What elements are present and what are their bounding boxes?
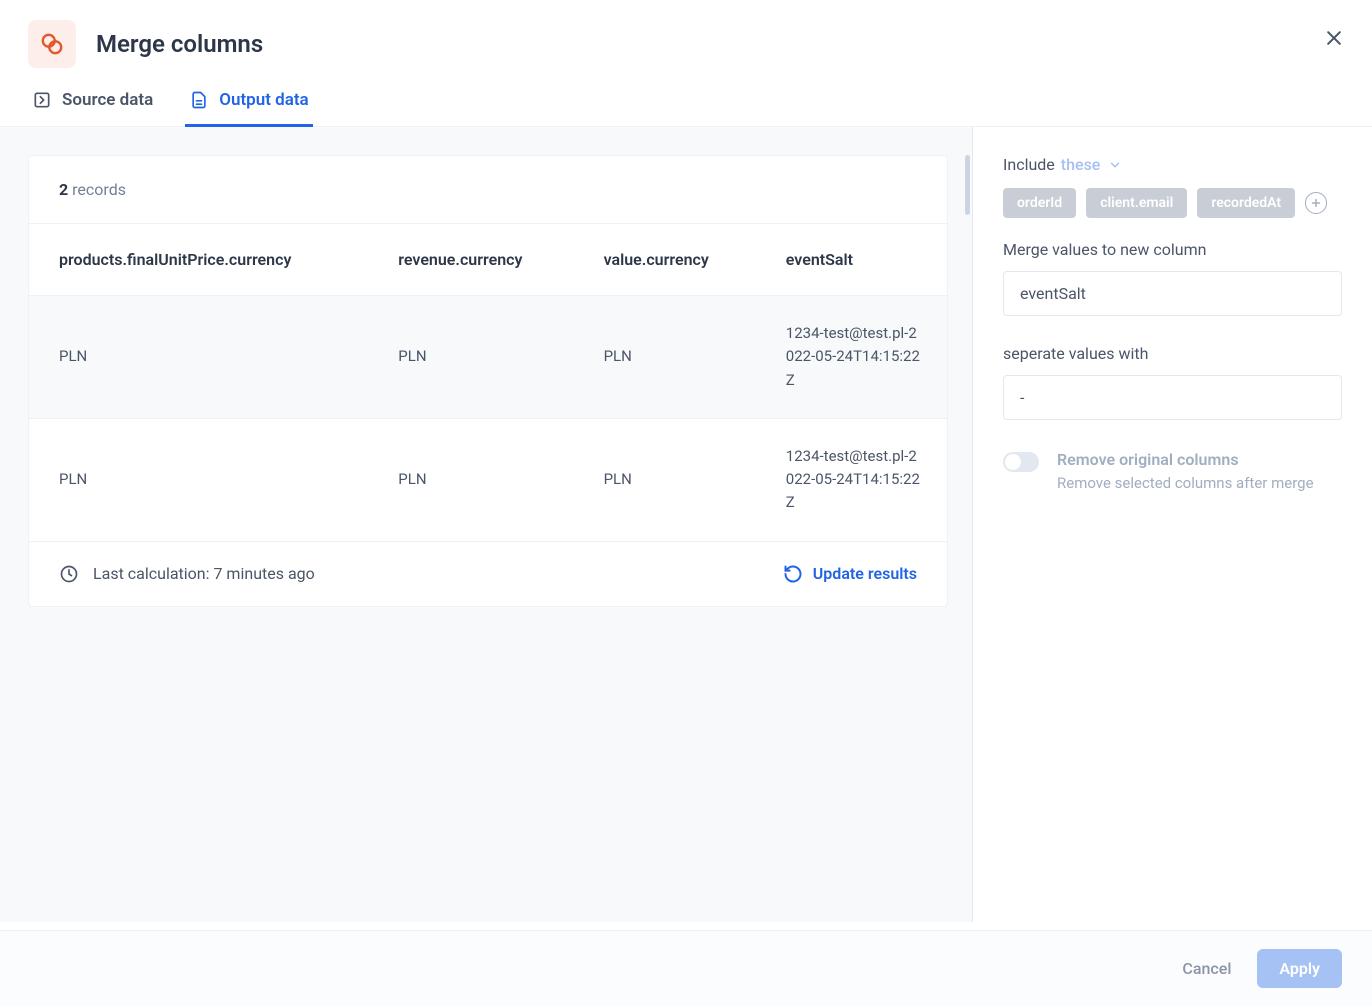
include-label: Include these: [1003, 155, 1342, 174]
table-cell: PLN: [376, 418, 581, 541]
table-cell: 1234-test@test.pl-2022-05-24T14:15:22Z: [764, 296, 947, 419]
toggle-title: Remove original columns: [1057, 450, 1314, 469]
output-table-card: 2 records products.finalUnitPrice.curren…: [28, 155, 948, 607]
include-tag[interactable]: client.email: [1086, 188, 1187, 218]
records-count: 2: [59, 180, 68, 199]
plus-icon: [1310, 197, 1322, 209]
scrollbar-thumb[interactable]: [965, 155, 970, 215]
merge-column-label: Merge values to new column: [1003, 240, 1342, 259]
tab-label: Output data: [219, 90, 308, 110]
records-label: records: [72, 180, 126, 199]
merge-column-input[interactable]: [1003, 271, 1342, 316]
import-icon: [32, 90, 52, 110]
merge-icon: [28, 20, 76, 68]
close-button[interactable]: [1324, 28, 1344, 52]
table-cell: PLN: [376, 296, 581, 419]
toggle-subtitle: Remove selected columns after merge: [1057, 473, 1314, 495]
include-tag[interactable]: orderId: [1003, 188, 1076, 218]
tab-label: Source data: [62, 90, 153, 110]
clock-icon: [59, 564, 79, 584]
main-panel: 2 records products.finalUnitPrice.curren…: [0, 127, 972, 922]
tab-source-data[interactable]: Source data: [28, 80, 157, 127]
column-header: value.currency: [582, 224, 764, 296]
refresh-icon: [783, 564, 803, 584]
dialog-title: Merge columns: [96, 30, 263, 58]
remove-columns-toggle[interactable]: [1003, 452, 1039, 472]
table-cell: PLN: [29, 418, 376, 541]
dialog-header: Merge columns: [0, 0, 1372, 80]
table-row: PLNPLNPLN1234-test@test.pl-2022-05-24T14…: [29, 418, 947, 541]
column-header: eventSalt: [764, 224, 947, 296]
include-mode-dropdown[interactable]: these: [1061, 155, 1123, 174]
update-results-button[interactable]: Update results: [783, 564, 917, 584]
last-calculation-label: Last calculation: 7 minutes ago: [59, 564, 315, 584]
remove-columns-toggle-row: Remove original columns Remove selected …: [1003, 450, 1342, 495]
separator-label: seperate values with: [1003, 344, 1342, 363]
column-header: products.finalUnitPrice.currency: [29, 224, 376, 296]
file-icon: [189, 90, 209, 110]
apply-button[interactable]: Apply: [1257, 949, 1342, 988]
table-cell: PLN: [29, 296, 376, 419]
tab-output-data[interactable]: Output data: [185, 80, 312, 127]
table-footer: Last calculation: 7 minutes ago Update r…: [29, 542, 947, 606]
chevron-down-icon: [1108, 158, 1122, 172]
records-count-bar: 2 records: [29, 156, 947, 224]
settings-sidebar: Include these orderId client.email recorde…: [972, 127, 1372, 922]
table-row: PLNPLNPLN1234-test@test.pl-2022-05-24T14…: [29, 296, 947, 419]
separator-input[interactable]: [1003, 375, 1342, 420]
table-cell: 1234-test@test.pl-2022-05-24T14:15:22Z: [764, 418, 947, 541]
table-cell: PLN: [582, 418, 764, 541]
cancel-button[interactable]: Cancel: [1174, 949, 1239, 988]
include-tags: orderId client.email recordedAt: [1003, 188, 1342, 218]
output-table: products.finalUnitPrice.currencyrevenue.…: [29, 224, 947, 542]
tab-bar: Source data Output data: [0, 80, 1372, 127]
add-tag-button[interactable]: [1305, 192, 1327, 214]
column-header: revenue.currency: [376, 224, 581, 296]
table-cell: PLN: [582, 296, 764, 419]
dialog-footer: Cancel Apply: [0, 930, 1372, 1006]
include-tag[interactable]: recordedAt: [1197, 188, 1295, 218]
